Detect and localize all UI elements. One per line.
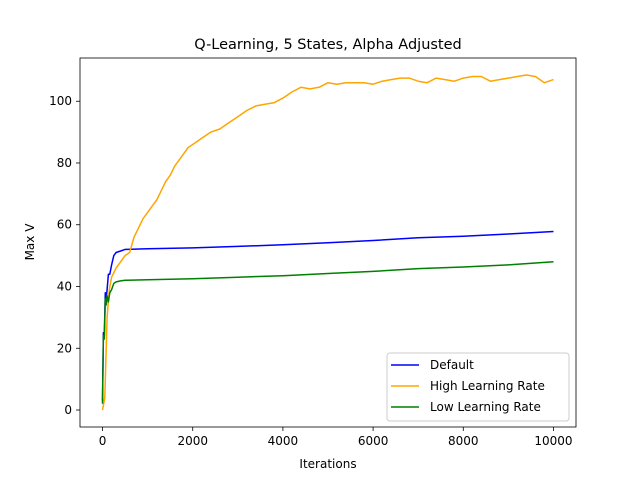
x-axis-label: Iterations: [299, 457, 356, 471]
x-tick-label: 8000: [448, 434, 479, 448]
x-tick-label: 0: [99, 434, 107, 448]
y-tick-label: 40: [57, 280, 72, 294]
legend: Default High Learning Rate Low Learning Ra…: [386, 352, 570, 422]
y-tick-label: 80: [57, 156, 72, 170]
chart-title: Q-Learning, 5 States, Alpha Adjusted: [194, 37, 462, 53]
y-axis-label: Max V: [23, 223, 37, 261]
plot-frame: [79, 57, 577, 428]
legend-label: High Learning Rate: [430, 379, 545, 393]
x-tick-label: 2000: [177, 434, 208, 448]
legend-label: Low Learning Rate: [430, 400, 541, 414]
series-line-default: [101, 230, 554, 401]
y-tick-label: 20: [57, 341, 72, 355]
series-layer: [101, 74, 554, 411]
legend-box: [386, 352, 570, 422]
x-tick-label: 6000: [358, 434, 389, 448]
y-tick-label: 60: [57, 218, 72, 232]
x-axis: 0 2000 4000 6000 8000 10000: [99, 427, 573, 448]
series-line-high-learning-rate: [101, 74, 554, 411]
y-tick-label: 100: [49, 94, 72, 108]
y-axis: 0 20 40 60 80 100: [49, 94, 80, 417]
plot-area: [79, 57, 577, 428]
series-line-low-learning-rate: [101, 261, 554, 404]
legend-label: Default: [430, 358, 474, 372]
x-tick-label: 10000: [534, 434, 572, 448]
y-tick-label: 0: [64, 403, 72, 417]
x-tick-label: 4000: [268, 434, 299, 448]
